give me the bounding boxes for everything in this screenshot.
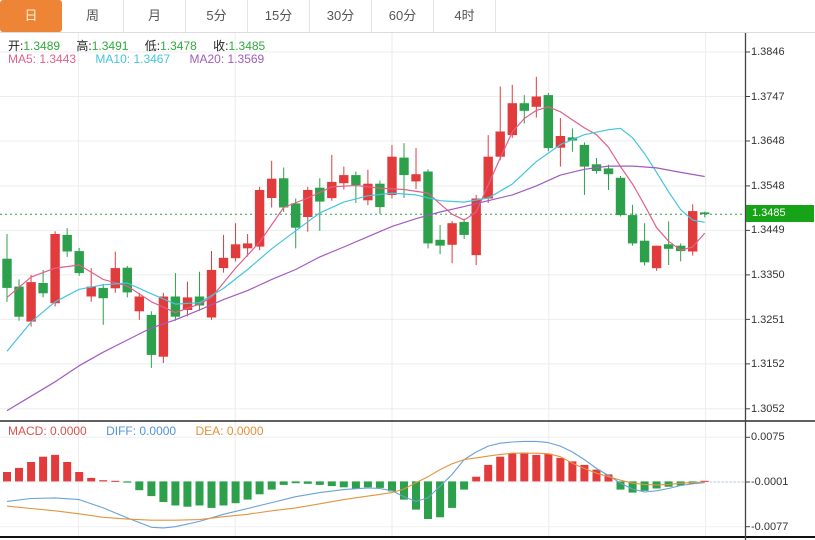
tab-15min[interactable]: 15分 <box>248 0 310 32</box>
current-price-tag: 1.3485 <box>746 205 814 222</box>
macd-tick-label: -0.0001 <box>751 476 789 488</box>
price-tick-label: 1.3152 <box>751 358 785 370</box>
price-tick-label: 1.3648 <box>751 135 785 147</box>
tab-4hour[interactable]: 4时 <box>434 0 496 32</box>
close-value: 1.3485 <box>228 39 266 53</box>
ma20-readout: MA20: 1.3569 <box>189 52 265 66</box>
high-label: 高: <box>76 39 92 53</box>
macd-values-row: MACD: 0.0000 DIFF: 0.0000 DEA: 0.0000 <box>8 424 264 438</box>
tab-month[interactable]: 月 <box>124 0 186 32</box>
tab-60min[interactable]: 60分 <box>372 0 434 32</box>
close-label: 收: <box>213 39 229 53</box>
timeframe-tab-bar: 日 周 月 5分 15分 30分 60分 4时 <box>0 0 815 33</box>
ma10-readout: MA10: 1.3467 <box>95 52 171 66</box>
price-tick-label: 1.3449 <box>751 224 785 236</box>
price-tick-label: 1.3846 <box>751 46 785 58</box>
tab-30min[interactable]: 30分 <box>310 0 372 32</box>
price-tick-label: 1.3251 <box>751 314 785 326</box>
diff-readout: DIFF: 0.0000 <box>106 424 177 438</box>
price-tick-label: 1.3350 <box>751 269 785 281</box>
ohlc-info-row: 开:1.3489 高:1.3491 低:1.3478 收:1.3485 <box>8 37 278 54</box>
macd-tick-label: 0.0075 <box>751 431 785 443</box>
price-tick-label: 1.3052 <box>751 403 785 415</box>
low-value: 1.3478 <box>160 39 197 53</box>
tab-5min[interactable]: 5分 <box>186 0 248 32</box>
open-value: 1.3489 <box>23 39 61 53</box>
chart-canvas[interactable] <box>0 33 815 540</box>
price-tick-label: 1.3548 <box>751 180 785 192</box>
low-label: 低: <box>144 39 161 53</box>
tab-week[interactable]: 周 <box>62 0 124 32</box>
price-tick-label: 1.3747 <box>751 91 785 103</box>
macd-readout: MACD: 0.0000 <box>8 424 87 438</box>
open-label: 开: <box>8 39 24 53</box>
tab-day[interactable]: 日 <box>0 0 62 32</box>
dea-readout: DEA: 0.0000 <box>195 424 264 438</box>
ma-values-row: MA5: 1.3443 MA10: 1.3467 MA20: 1.3569 <box>8 52 264 66</box>
high-value: 1.3491 <box>91 39 129 53</box>
ma5-readout: MA5: 1.3443 <box>8 52 77 66</box>
macd-tick-label: -0.0077 <box>751 521 789 533</box>
